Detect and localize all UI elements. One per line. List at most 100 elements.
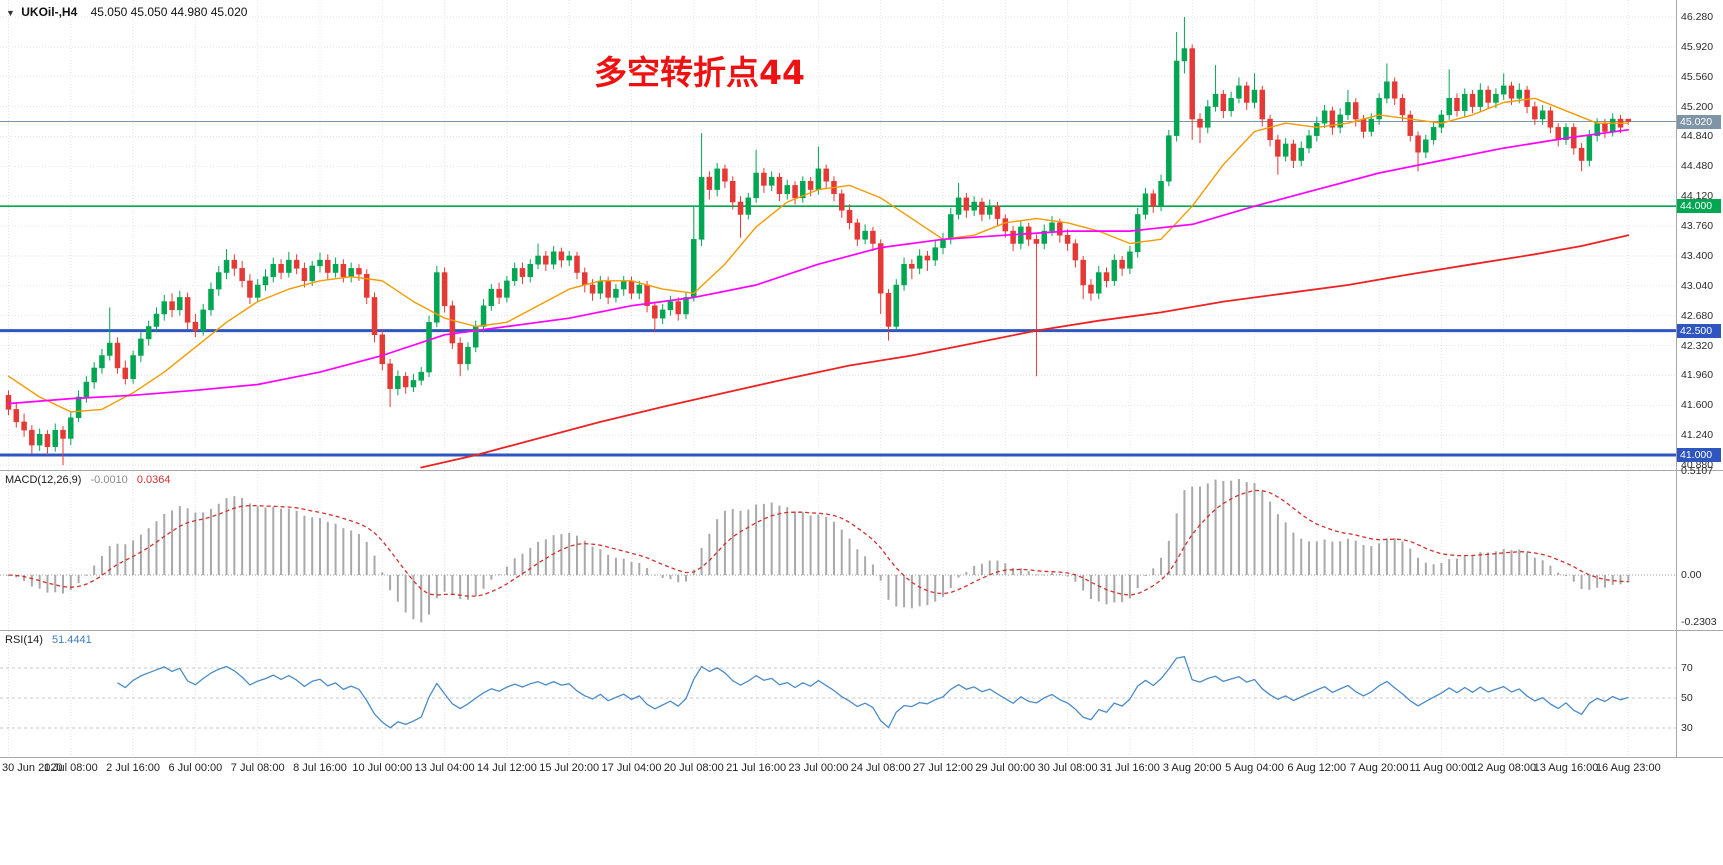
- candle[interactable]: [371, 292, 378, 343]
- candle[interactable]: [1438, 109, 1445, 134]
- candle[interactable]: [379, 328, 386, 371]
- candle[interactable]: [1532, 101, 1538, 125]
- candle[interactable]: [457, 337, 463, 377]
- candle[interactable]: [823, 164, 829, 188]
- candle[interactable]: [106, 307, 113, 361]
- candle[interactable]: [1267, 114, 1273, 147]
- candle[interactable]: [1072, 239, 1079, 268]
- candle[interactable]: [901, 257, 907, 291]
- candle[interactable]: [1609, 113, 1616, 137]
- candle[interactable]: [1477, 83, 1484, 112]
- candle[interactable]: [262, 269, 269, 291]
- candle[interactable]: [652, 301, 658, 333]
- candle[interactable]: [1571, 123, 1577, 155]
- candle[interactable]: [1376, 93, 1382, 125]
- candle[interactable]: [1251, 73, 1258, 109]
- price-axis[interactable]: 46.280 45.920 45.560 45.200 44.840 44.480 44.1…: [1677, 0, 1723, 471]
- candle[interactable]: [114, 337, 121, 374]
- candle[interactable]: [1080, 255, 1086, 300]
- candle[interactable]: [1454, 93, 1460, 117]
- level-lines-layer[interactable]: [0, 121, 1676, 457]
- candle[interactable]: [550, 245, 557, 270]
- macd-axis[interactable]: 0.5107 0.00 -0.2303: [1677, 465, 1723, 630]
- candle[interactable]: [729, 176, 736, 210]
- candle[interactable]: [387, 358, 393, 407]
- candle[interactable]: [480, 299, 487, 333]
- candle[interactable]: [722, 164, 728, 188]
- candle[interactable]: [1469, 90, 1476, 114]
- candle[interactable]: [683, 292, 689, 319]
- candle[interactable]: [1539, 104, 1546, 125]
- candle[interactable]: [971, 196, 977, 217]
- candle[interactable]: [846, 204, 853, 230]
- candle[interactable]: [566, 250, 572, 266]
- candle[interactable]: [636, 280, 643, 300]
- candle[interactable]: [1142, 187, 1149, 220]
- candle[interactable]: [488, 284, 495, 311]
- candle[interactable]: [535, 243, 541, 270]
- candle[interactable]: [511, 262, 518, 286]
- candle[interactable]: [465, 342, 471, 371]
- candle[interactable]: [792, 181, 798, 205]
- candle[interactable]: [862, 224, 868, 245]
- candle[interactable]: [1407, 110, 1413, 142]
- candle[interactable]: [909, 259, 915, 280]
- candle[interactable]: [395, 370, 401, 396]
- candle[interactable]: [1329, 106, 1336, 135]
- candle[interactable]: [1578, 143, 1585, 172]
- candle[interactable]: [21, 413, 27, 437]
- candle[interactable]: [776, 172, 783, 202]
- macd-rsi-separator[interactable]: [0, 630, 1723, 631]
- candle[interactable]: [994, 202, 1001, 227]
- candle[interactable]: [706, 171, 713, 200]
- candle[interactable]: [1134, 207, 1141, 258]
- candle[interactable]: [932, 241, 938, 266]
- candle[interactable]: [784, 179, 790, 200]
- candle[interactable]: [1212, 65, 1219, 112]
- candle[interactable]: [667, 295, 674, 316]
- candle[interactable]: [1391, 77, 1398, 105]
- candle[interactable]: [325, 254, 331, 280]
- candle[interactable]: [200, 304, 206, 336]
- candle[interactable]: [402, 372, 409, 394]
- candle[interactable]: [1119, 255, 1125, 276]
- candle[interactable]: [613, 284, 619, 303]
- candle[interactable]: [184, 292, 191, 329]
- candle[interactable]: [1290, 139, 1297, 169]
- candle[interactable]: [916, 249, 923, 275]
- candle[interactable]: [317, 252, 323, 273]
- candle[interactable]: [496, 282, 502, 305]
- candle[interactable]: [1345, 90, 1351, 120]
- candle[interactable]: [1173, 31, 1180, 142]
- candle[interactable]: [737, 196, 744, 238]
- candle[interactable]: [885, 289, 892, 341]
- candle[interactable]: [1150, 189, 1157, 213]
- candle[interactable]: [543, 250, 549, 271]
- candle[interactable]: [815, 146, 822, 195]
- candle[interactable]: [831, 176, 837, 202]
- candle[interactable]: [270, 257, 277, 283]
- candle[interactable]: [620, 275, 627, 296]
- candle[interactable]: [1485, 85, 1491, 109]
- candle[interactable]: [36, 428, 43, 451]
- candle[interactable]: [1236, 77, 1242, 104]
- candle[interactable]: [1259, 85, 1266, 127]
- candle[interactable]: [1306, 129, 1312, 154]
- candle[interactable]: [628, 276, 635, 300]
- candle[interactable]: [698, 133, 705, 246]
- candle[interactable]: [13, 403, 20, 428]
- candle[interactable]: [1282, 138, 1289, 162]
- candle[interactable]: [1430, 121, 1437, 145]
- candle[interactable]: [1337, 108, 1343, 134]
- candle[interactable]: [675, 297, 681, 321]
- candle[interactable]: [745, 192, 752, 220]
- candle[interactable]: [340, 259, 347, 283]
- candle[interactable]: [216, 265, 222, 296]
- candle[interactable]: [130, 350, 136, 384]
- candle[interactable]: [177, 290, 183, 316]
- candle[interactable]: [1033, 234, 1040, 377]
- fast-ma-orange[interactable]: [7, 97, 1629, 413]
- candle[interactable]: [293, 254, 300, 275]
- candle[interactable]: [254, 279, 261, 303]
- candle[interactable]: [753, 149, 759, 203]
